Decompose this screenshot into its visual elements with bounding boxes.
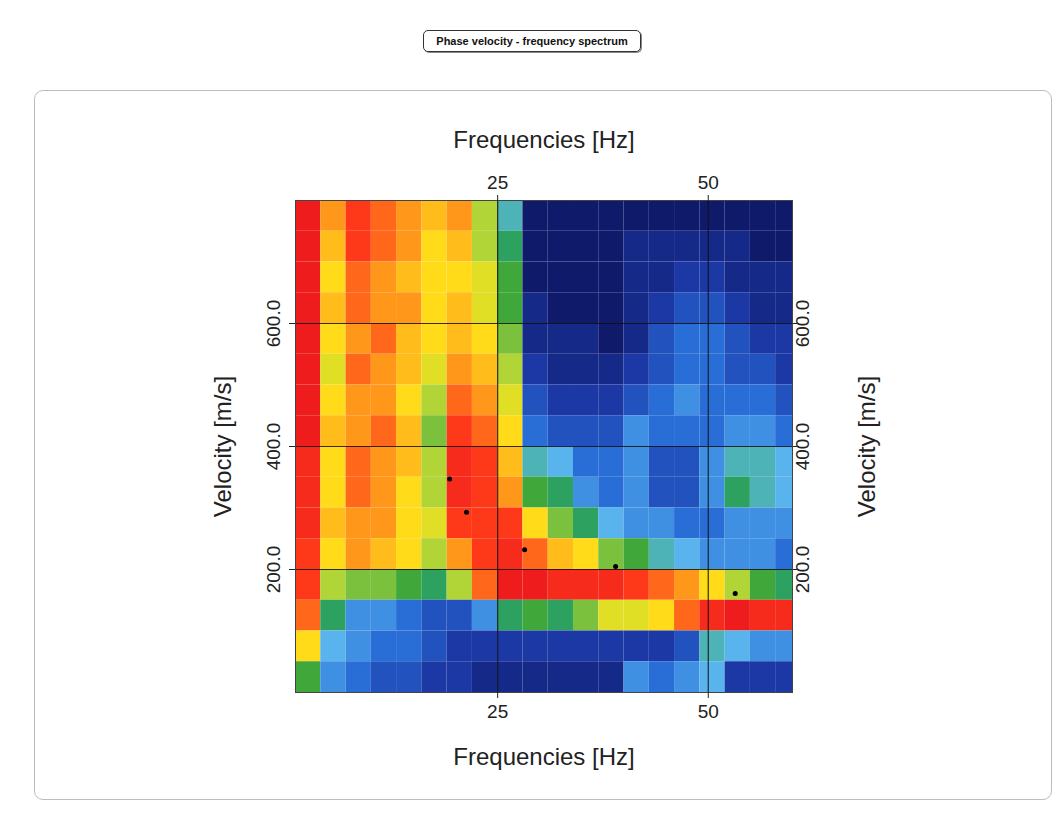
svg-text:400.0: 400.0 bbox=[263, 423, 284, 471]
svg-text:Velocity [m/s]: Velocity [m/s] bbox=[209, 376, 236, 517]
svg-text:400.0: 400.0 bbox=[792, 423, 813, 471]
svg-text:25: 25 bbox=[487, 172, 508, 193]
svg-text:600.0: 600.0 bbox=[792, 300, 813, 348]
svg-text:50: 50 bbox=[698, 701, 719, 722]
svg-text:50: 50 bbox=[698, 172, 719, 193]
svg-text:Frequencies [Hz]: Frequencies [Hz] bbox=[453, 126, 634, 153]
html-text:Phase velocity - frequency spe: Phase velocity - frequency spectrum bbox=[436, 35, 628, 47]
svg-text:200.0: 200.0 bbox=[263, 546, 284, 594]
svg-text:200.0: 200.0 bbox=[792, 546, 813, 594]
svg-text:Velocity [m/s]: Velocity [m/s] bbox=[853, 376, 880, 517]
svg-text:600.0: 600.0 bbox=[263, 300, 284, 348]
svg-text:25: 25 bbox=[487, 701, 508, 722]
svg-text:Frequencies [Hz]: Frequencies [Hz] bbox=[453, 743, 634, 770]
